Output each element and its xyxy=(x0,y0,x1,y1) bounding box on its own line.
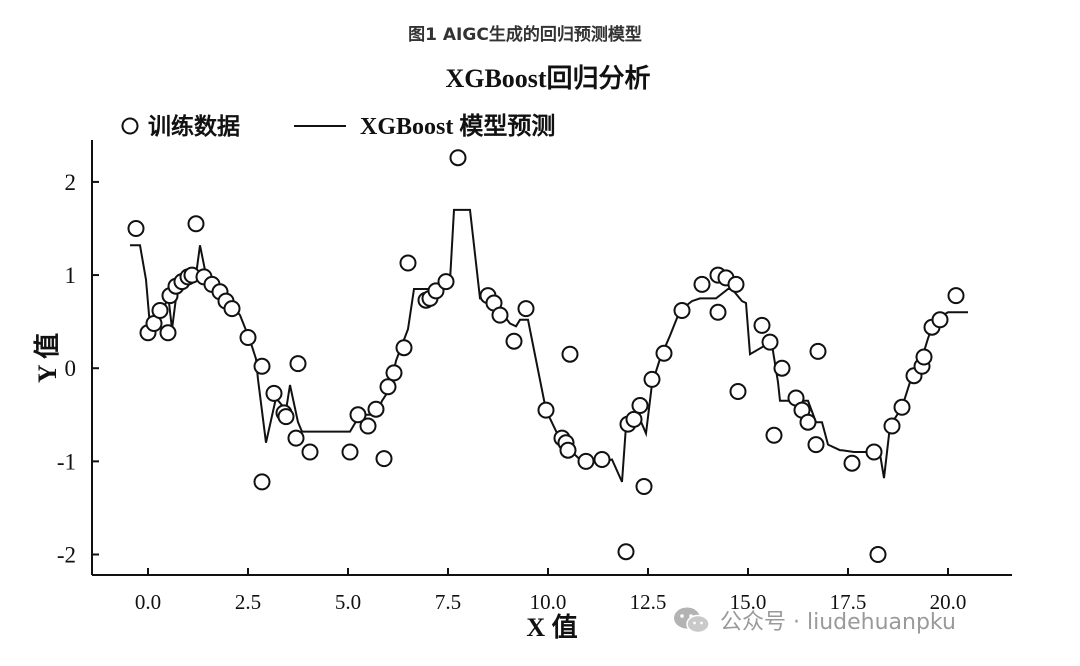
x-tick-label: 7.5 xyxy=(435,590,461,614)
data-point xyxy=(367,400,385,418)
y-tick-label: -2 xyxy=(57,543,76,568)
watermark: 公众号 · liudehuanpku xyxy=(672,604,956,636)
data-point xyxy=(931,311,949,329)
data-point xyxy=(301,443,319,461)
data-point xyxy=(773,359,791,377)
legend-scatter-marker xyxy=(121,117,139,135)
data-point xyxy=(223,300,241,318)
watermark-text: 公众号 · liudehuanpku xyxy=(720,610,956,635)
x-axis-label: X 值 xyxy=(526,613,577,642)
y-tick-label: 1 xyxy=(65,263,77,288)
data-point xyxy=(517,300,535,318)
data-point xyxy=(561,345,579,363)
data-point xyxy=(761,333,779,351)
x-tick-label: 2.5 xyxy=(235,590,261,614)
data-point xyxy=(883,417,901,435)
data-point xyxy=(253,357,271,375)
data-point xyxy=(437,273,455,291)
data-point xyxy=(765,426,783,444)
data-point xyxy=(341,443,359,461)
y-tick-label: 0 xyxy=(65,356,77,381)
data-point xyxy=(187,215,205,233)
data-point xyxy=(643,370,661,388)
axes xyxy=(91,140,1012,576)
x-tick-label: 0.0 xyxy=(135,590,161,614)
data-point xyxy=(385,364,403,382)
data-point xyxy=(807,436,825,454)
prediction-line xyxy=(130,208,968,483)
data-point xyxy=(869,546,887,563)
x-tick-label: 10.0 xyxy=(530,590,567,614)
data-point xyxy=(505,332,523,350)
data-point xyxy=(379,378,397,396)
wechat-icon xyxy=(674,607,710,634)
data-point xyxy=(635,478,653,495)
data-point xyxy=(289,355,307,373)
data-point xyxy=(349,406,367,424)
legend-scatter-label: 训练数据 xyxy=(148,113,240,140)
data-point xyxy=(809,342,827,360)
x-tick-label: 17.5 xyxy=(830,590,867,614)
data-point xyxy=(593,451,611,468)
data-point xyxy=(127,220,145,237)
data-point xyxy=(287,429,305,447)
data-point xyxy=(709,303,727,321)
data-point xyxy=(151,302,169,319)
y-tick-label: 2 xyxy=(65,170,77,195)
data-point xyxy=(843,454,861,472)
data-point xyxy=(915,348,933,366)
y-ticks: 2 1 0 -1 -2 xyxy=(57,170,99,568)
data-point xyxy=(399,254,417,272)
data-point xyxy=(865,443,883,461)
data-point xyxy=(947,287,965,305)
legend: 训练数据 XGBoost 模型预测 xyxy=(121,113,555,140)
figure-caption: 图1 AIGC生成的回归预测模型 xyxy=(408,25,642,45)
data-point xyxy=(799,413,817,431)
x-tick-label: 20.0 xyxy=(930,590,967,614)
data-point xyxy=(359,417,377,435)
data-point xyxy=(631,397,649,414)
x-tick-label: 15.0 xyxy=(730,590,767,614)
data-point xyxy=(655,344,673,362)
data-point xyxy=(159,324,177,342)
chart-title: XGBoost回归分析 xyxy=(445,64,650,93)
training-data-points xyxy=(127,149,965,563)
data-point xyxy=(753,316,771,334)
data-point xyxy=(265,384,283,402)
data-point xyxy=(449,149,467,167)
data-point xyxy=(559,441,577,459)
x-ticks: 0.0 2.5 5.0 7.5 10.0 12.5 15.0 17.5 20.0 xyxy=(135,568,967,614)
y-tick-label: -1 xyxy=(57,449,76,474)
legend-line-label: XGBoost 模型预测 xyxy=(360,113,555,140)
data-point xyxy=(617,543,635,561)
y-axis-label: Y 值 xyxy=(33,333,62,383)
data-point xyxy=(625,410,643,428)
data-point xyxy=(253,473,271,491)
x-tick-label: 5.0 xyxy=(335,590,361,614)
data-point xyxy=(395,339,413,357)
data-point xyxy=(673,302,691,319)
data-point xyxy=(577,452,595,470)
data-point xyxy=(893,398,911,416)
data-point xyxy=(727,275,745,293)
data-point xyxy=(693,275,711,293)
data-point xyxy=(277,408,295,426)
data-point xyxy=(491,306,509,324)
data-point xyxy=(375,450,393,468)
x-tick-label: 12.5 xyxy=(630,590,667,614)
data-point xyxy=(239,329,257,346)
data-point xyxy=(537,401,555,419)
data-point xyxy=(729,383,747,400)
